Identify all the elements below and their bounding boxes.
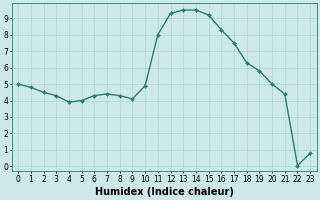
X-axis label: Humidex (Indice chaleur): Humidex (Indice chaleur) bbox=[95, 187, 234, 197]
